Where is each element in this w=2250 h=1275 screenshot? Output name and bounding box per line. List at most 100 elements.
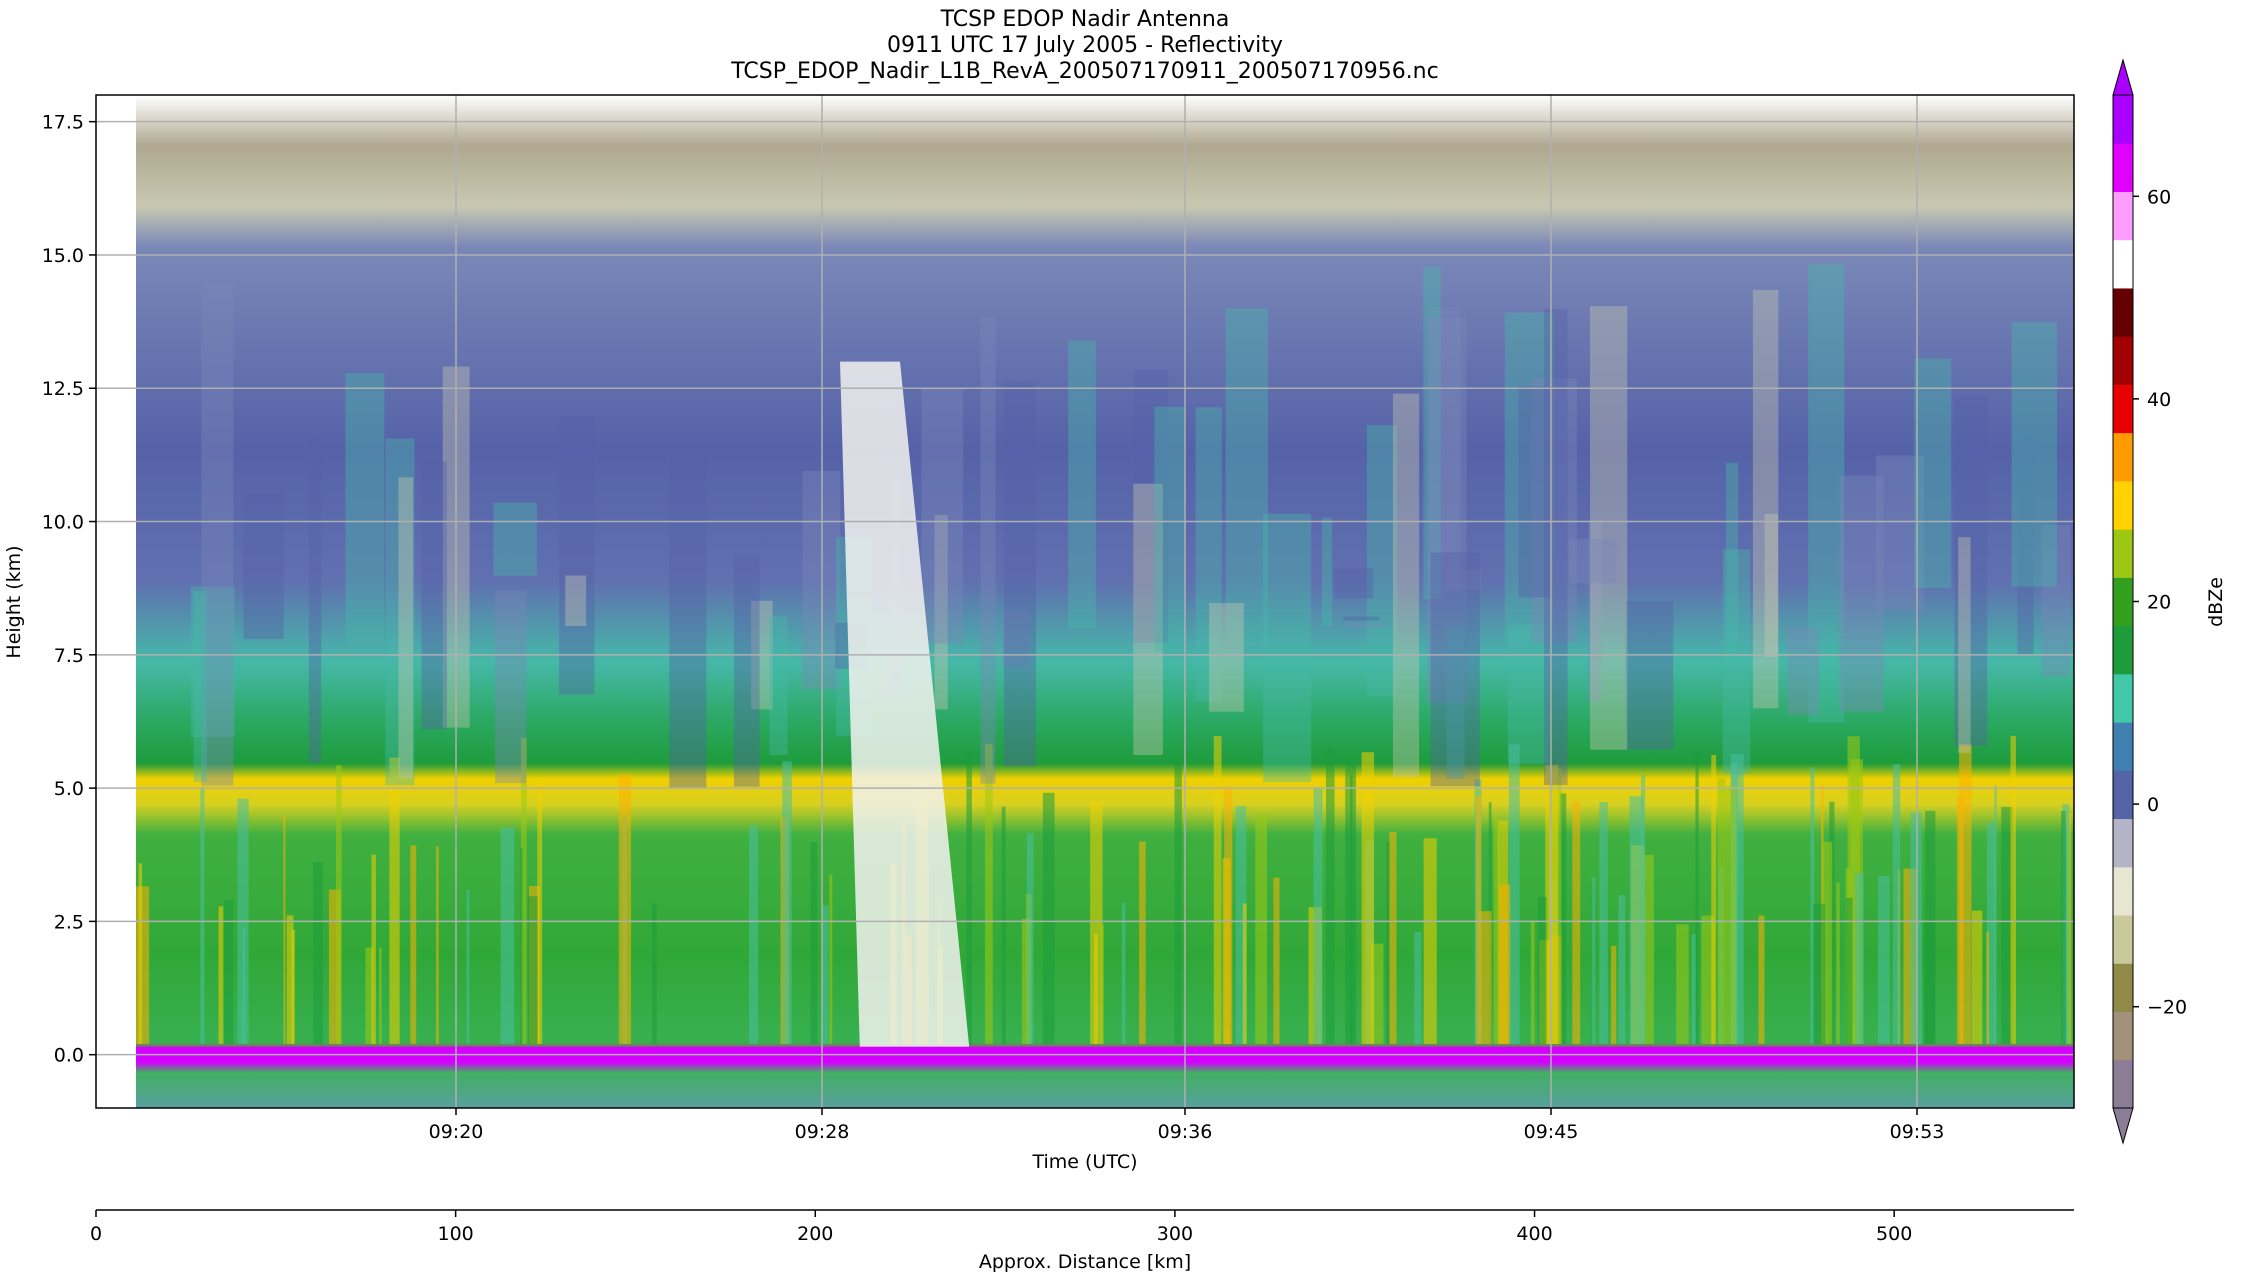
upper-streak [1504, 312, 1554, 644]
upper-streak [1764, 513, 1779, 658]
streak [1493, 817, 1501, 1045]
grid-lines [96, 95, 2074, 1108]
distance-tick-label: 100 [438, 1223, 474, 1245]
streak [1537, 897, 1547, 1045]
distance-axis-ticks: 0 100 200 300 400 500 [90, 1210, 1912, 1245]
distance-tick-label: 400 [1516, 1223, 1552, 1245]
streak [1090, 802, 1103, 1045]
streak [371, 854, 376, 1045]
streak [1758, 915, 1765, 1045]
upper-streak [493, 502, 537, 576]
upper-streak [1321, 517, 1333, 627]
upper-streak [1225, 308, 1268, 646]
streak [2001, 806, 2013, 1045]
streak [1560, 793, 1567, 1045]
streak [138, 863, 143, 1045]
upper-streak [1423, 266, 1441, 600]
upper-streak [934, 514, 948, 710]
streak [782, 761, 792, 1045]
upper-streak [1366, 425, 1398, 696]
x-axis-label: Time (UTC) [1031, 1151, 1137, 1173]
colorbar-band [2113, 529, 2133, 578]
upper-streak [1507, 624, 1550, 764]
colorbar-band [2113, 191, 2133, 241]
plot-frame [95, 94, 2075, 1109]
upper-streak [2011, 322, 2058, 587]
upper-streak [2041, 524, 2071, 677]
streak [1724, 785, 1737, 1045]
colorbar-band [2113, 673, 2133, 723]
colorbar-tick-label: 40 [2147, 389, 2171, 411]
streak [1001, 806, 1006, 1045]
upper-streak [201, 282, 234, 786]
streak [1599, 802, 1608, 1045]
upper-streak [1722, 549, 1751, 774]
streak [2062, 804, 2070, 1045]
streak [1611, 945, 1617, 1045]
y-tick-label: 5.0 [54, 778, 84, 800]
streak [1640, 774, 1646, 1045]
streak [1986, 931, 1990, 1045]
colorbar-tick-label: −20 [2147, 997, 2187, 1019]
streak [1530, 921, 1535, 1045]
streak [1994, 785, 1997, 1045]
streak [218, 906, 224, 1045]
streak [1361, 752, 1375, 1045]
upper-streak [1445, 569, 1481, 590]
distance-tick-label: 300 [1157, 1223, 1193, 1245]
streak [223, 900, 234, 1045]
streak [1959, 744, 1972, 1045]
colorbar-band [2113, 1011, 2133, 1061]
y-axis-label: Height (km) [3, 545, 25, 658]
upper-streak [1914, 358, 1952, 589]
streak [1986, 822, 1996, 1045]
colorbar-band [2113, 384, 2133, 434]
streak [1925, 810, 1936, 1045]
streak [1414, 931, 1422, 1045]
upper-streak [2017, 435, 2034, 654]
upper-streak [1154, 406, 1185, 652]
streak [1676, 924, 1689, 1045]
streak [1845, 897, 1853, 1045]
upper-streak [1726, 462, 1739, 667]
upper-streak [1133, 483, 1163, 756]
streak [1242, 903, 1247, 1045]
colorbar-band [2113, 963, 2133, 1013]
streak [1345, 758, 1357, 1045]
streak [2061, 810, 2066, 1045]
y-tick-label: 7.5 [54, 645, 84, 667]
streak [1618, 895, 1626, 1045]
upper-streak [1343, 616, 1380, 621]
upper-streak [190, 586, 235, 737]
colorbar-band [2113, 143, 2133, 192]
upper-streak [1430, 552, 1480, 787]
streak [1224, 786, 1233, 1045]
y-tick-label: 10.0 [42, 512, 84, 534]
upper-streak [1839, 475, 1884, 712]
streak [1711, 754, 1717, 1045]
streak [748, 825, 759, 1045]
colorbar-band [2113, 722, 2133, 771]
colorbar-band [2113, 480, 2133, 530]
streak [1313, 787, 1323, 1045]
upper-streak [980, 317, 996, 784]
upper-streak [1428, 306, 1461, 593]
streak [1892, 764, 1901, 1045]
streak [1386, 841, 1391, 1045]
upper-streak [1334, 568, 1374, 599]
colorbar-extend-top [2112, 58, 2134, 96]
streak [436, 846, 439, 1045]
streak [1213, 736, 1222, 1045]
clear-column [840, 361, 970, 1055]
upper-streak [669, 454, 707, 788]
reflectivity-field [136, 95, 2074, 1108]
colorbar-band [2113, 336, 2133, 385]
streak [1101, 924, 1104, 1045]
streak [520, 847, 523, 1045]
streak [527, 896, 538, 1045]
streak [466, 889, 470, 1045]
colorbar-extend-bottom [2112, 1107, 2134, 1145]
upper-streak [1958, 537, 1971, 753]
colorbar-tick-label: 0 [2147, 794, 2159, 816]
upper-streak [1787, 626, 1820, 715]
